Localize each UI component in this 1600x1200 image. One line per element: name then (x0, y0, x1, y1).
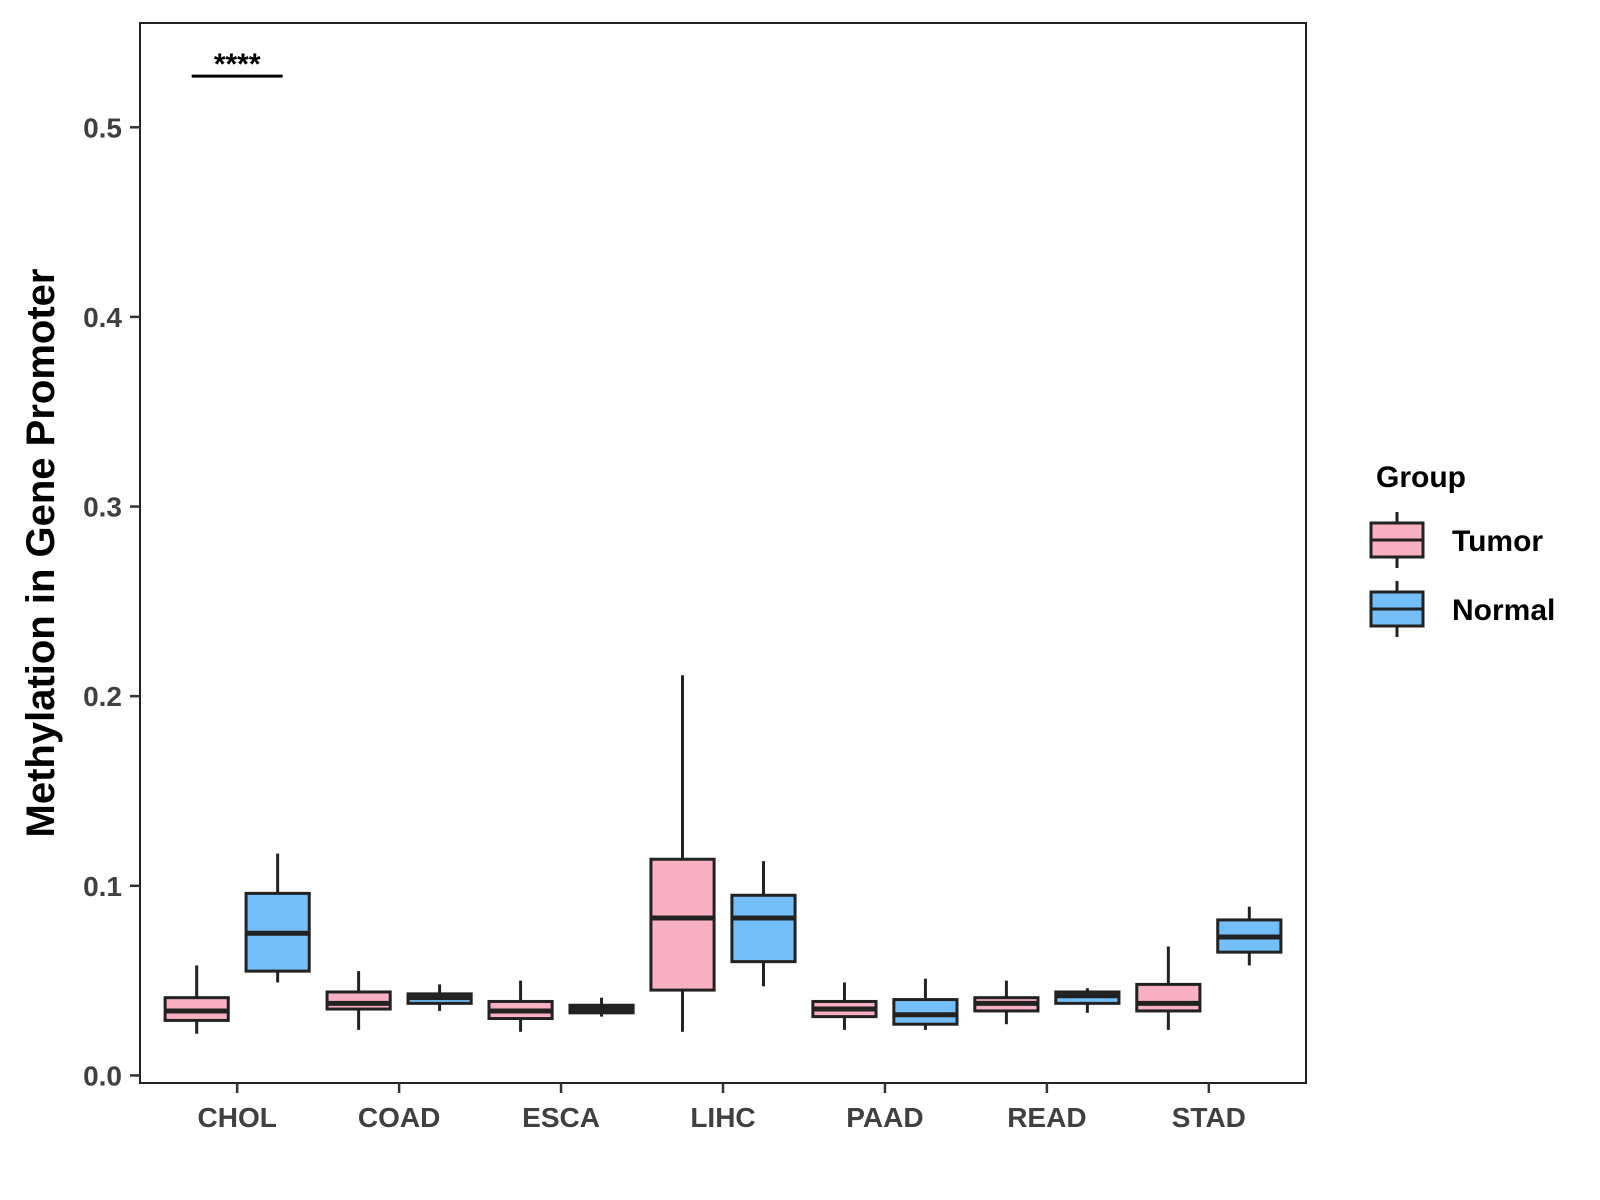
box-tumor-coad (325, 971, 392, 1030)
y-tick-label: 0.2 (83, 681, 122, 712)
legend-label: Normal (1452, 594, 1555, 627)
x-tick-label: READ (1007, 1102, 1086, 1133)
box-tumor-esca (487, 980, 554, 1032)
significance-annotations: **** (191, 48, 283, 81)
box-body (325, 990, 392, 1011)
box-tumor-read (973, 980, 1040, 1025)
y-tick-label: 0.5 (83, 112, 122, 143)
x-tick-label: ESCA (522, 1102, 600, 1133)
x-tick-label: PAAD (846, 1102, 923, 1133)
x-tick-label: COAD (358, 1102, 440, 1133)
box-normal-chol (244, 853, 311, 983)
y-tick-label: 0.0 (83, 1060, 122, 1091)
box-normal-coad (406, 984, 473, 1011)
box-normal-lihc (730, 861, 797, 987)
x-tick-label: CHOL (198, 1102, 277, 1133)
y-tick-label: 0.1 (83, 871, 122, 902)
legend-item-tumor: Tumor (1369, 512, 1543, 568)
y-axis: 0.0 0.1 0.2 0.3 0.4 0.5 (83, 112, 140, 1091)
legend-title: Group (1376, 461, 1466, 494)
y-tick-label: 0.4 (83, 302, 122, 333)
x-axis: CHOL COAD ESCA LIHC PAAD READ STAD (198, 1083, 1246, 1133)
box-tumor-paad (811, 982, 878, 1030)
box-body (649, 857, 716, 992)
y-axis-title: Methylation in Gene Promoter (19, 269, 63, 838)
box-normal-stad (1216, 906, 1283, 966)
legend-item-normal: Normal (1369, 581, 1555, 637)
legend-label: Tumor (1452, 525, 1543, 558)
box-body (892, 998, 959, 1026)
box-tumor-stad (1135, 946, 1202, 1030)
plot-panel (139, 22, 1307, 1084)
box-normal-paad (892, 978, 959, 1030)
box-tumor-chol (163, 965, 230, 1034)
box-body (730, 893, 797, 964)
box-series (163, 675, 1283, 1034)
box-body (1135, 982, 1202, 1013)
x-tick-label: LIHC (690, 1102, 755, 1133)
y-tick-label: 0.3 (83, 492, 122, 523)
box-normal-read (1054, 988, 1121, 1013)
significance-label: **** (214, 48, 261, 81)
series-normal (244, 853, 1283, 1030)
series-tumor (163, 675, 1202, 1034)
legend: Group Tumor Normal (1369, 461, 1555, 637)
box-tumor-lihc (649, 675, 716, 1032)
box-normal-esca (568, 997, 635, 1017)
x-tick-label: STAD (1172, 1102, 1246, 1133)
